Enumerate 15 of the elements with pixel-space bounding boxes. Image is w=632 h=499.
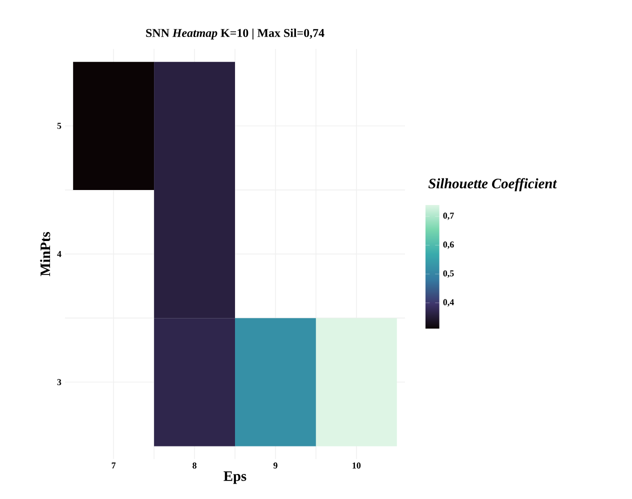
x-tick-label: 8: [192, 462, 196, 469]
color-bar-label: 0,6: [443, 241, 454, 249]
x-tick-label: 7: [112, 462, 116, 468]
color-bar-title: Silhouette Coefficient: [428, 178, 557, 192]
x-tick-label: 9: [273, 462, 278, 469]
color-bar-label: 0,4: [443, 299, 454, 307]
x-axis-title: Eps: [224, 471, 246, 484]
chart-title: SNN Heatmap K=10 | Max Sil=0,74: [146, 28, 324, 40]
y-tick-label: 4: [57, 251, 62, 257]
y-tick-label: 5: [57, 122, 62, 129]
y-axis-title: MinPts: [40, 232, 50, 276]
x-tick-label: 10: [352, 462, 361, 469]
color-bar-label: 0,7: [443, 212, 454, 220]
color-bar-label: 0,5: [443, 270, 454, 278]
y-tick-label: 3: [57, 379, 62, 386]
